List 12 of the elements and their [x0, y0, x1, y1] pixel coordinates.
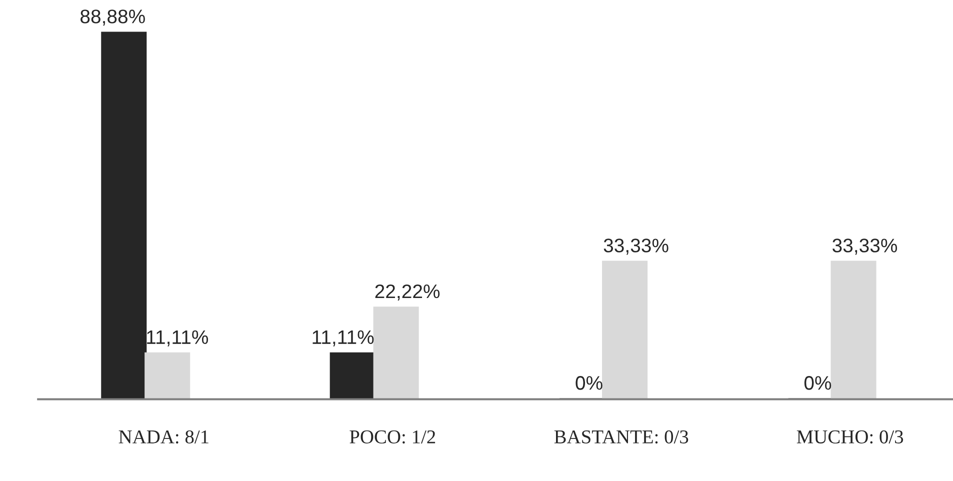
x-tick-label: NADA: 8/1 [118, 430, 208, 444]
data-label: 11,11% [147, 330, 208, 346]
x-tick-label: BASTANTE: 0/3 [554, 430, 688, 444]
data-label: 11,11% [312, 330, 374, 346]
data-label: 88,88% [80, 10, 145, 26]
x-tick-label: MUCHO: 0/3 [796, 430, 904, 444]
x-tick-label: POCO: 1/2 [350, 430, 436, 444]
data-label: 22,22% [375, 284, 440, 301]
data-label: 0% [576, 376, 602, 390]
data-label: 33,33% [832, 238, 898, 255]
data-label: 33,33% [604, 238, 668, 255]
data-label: 0% [804, 376, 832, 390]
